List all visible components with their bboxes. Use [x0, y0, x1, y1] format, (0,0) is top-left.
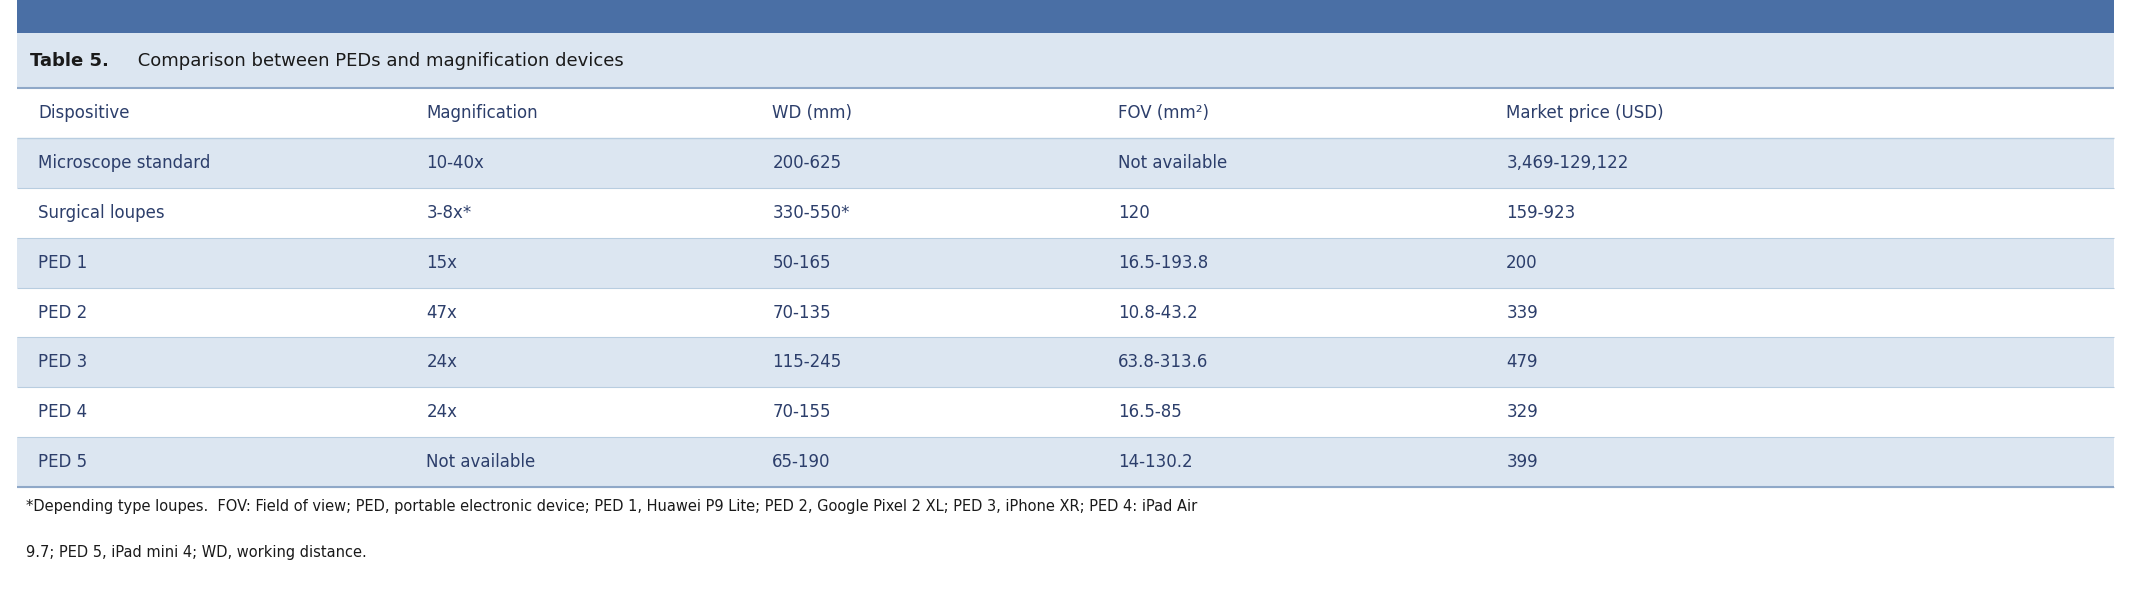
Text: 10.8-43.2: 10.8-43.2 — [1119, 303, 1198, 322]
Bar — [17, 188, 2114, 238]
Text: 70-155: 70-155 — [771, 403, 831, 421]
Text: 3-8x*: 3-8x* — [426, 204, 471, 222]
Bar — [17, 88, 2114, 138]
Text: PED 4: PED 4 — [38, 403, 87, 421]
Text: 115-245: 115-245 — [771, 353, 842, 371]
Text: *Depending type loupes.  FOV: Field of view; PED, portable electronic device; PE: *Depending type loupes. FOV: Field of vi… — [26, 499, 1198, 514]
Bar — [17, 437, 2114, 487]
Text: PED 3: PED 3 — [38, 353, 87, 371]
Text: Surgical loupes: Surgical loupes — [38, 204, 164, 222]
Text: 339: 339 — [1507, 303, 1539, 322]
Bar — [17, 238, 2114, 288]
Text: 200-625: 200-625 — [771, 154, 842, 172]
Text: 50-165: 50-165 — [771, 254, 831, 272]
Text: 330-550*: 330-550* — [771, 204, 850, 222]
Text: 10-40x: 10-40x — [426, 154, 484, 172]
Bar — [17, 288, 2114, 337]
Text: 9.7; PED 5, iPad mini 4; WD, working distance.: 9.7; PED 5, iPad mini 4; WD, working dis… — [26, 545, 367, 560]
Text: 24x: 24x — [426, 403, 458, 421]
Text: 24x: 24x — [426, 353, 458, 371]
Text: WD (mm): WD (mm) — [771, 104, 852, 122]
Text: 63.8-313.6: 63.8-313.6 — [1119, 353, 1208, 371]
Text: FOV (mm²): FOV (mm²) — [1119, 104, 1208, 122]
Bar — [17, 33, 2114, 88]
Text: Comparison between PEDs and magnification devices: Comparison between PEDs and magnificatio… — [132, 52, 624, 70]
Bar — [17, 387, 2114, 437]
Text: 70-135: 70-135 — [771, 303, 831, 322]
Text: Microscope standard: Microscope standard — [38, 154, 211, 172]
Text: 15x: 15x — [426, 254, 458, 272]
Text: 65-190: 65-190 — [771, 453, 831, 471]
Text: Dispositive: Dispositive — [38, 104, 130, 122]
Text: 200: 200 — [1507, 254, 1539, 272]
Text: PED 2: PED 2 — [38, 303, 87, 322]
Text: 120: 120 — [1119, 204, 1151, 222]
Bar — [17, 138, 2114, 188]
Text: Not available: Not available — [1119, 154, 1227, 172]
Text: Table 5.: Table 5. — [30, 52, 109, 70]
Text: Magnification: Magnification — [426, 104, 537, 122]
Text: Not available: Not available — [426, 453, 535, 471]
Text: 16.5-85: 16.5-85 — [1119, 403, 1183, 421]
Text: 329: 329 — [1507, 403, 1539, 421]
Text: 3,469-129,122: 3,469-129,122 — [1507, 154, 1628, 172]
Text: 159-923: 159-923 — [1507, 204, 1575, 222]
Text: 479: 479 — [1507, 353, 1539, 371]
Text: PED 1: PED 1 — [38, 254, 87, 272]
Text: 16.5-193.8: 16.5-193.8 — [1119, 254, 1208, 272]
Text: 14-130.2: 14-130.2 — [1119, 453, 1193, 471]
Bar — [17, 337, 2114, 387]
Text: 399: 399 — [1507, 453, 1539, 471]
Bar — [17, 0, 2114, 33]
Text: 47x: 47x — [426, 303, 458, 322]
Text: PED 5: PED 5 — [38, 453, 87, 471]
Text: Market price (USD): Market price (USD) — [1507, 104, 1664, 122]
